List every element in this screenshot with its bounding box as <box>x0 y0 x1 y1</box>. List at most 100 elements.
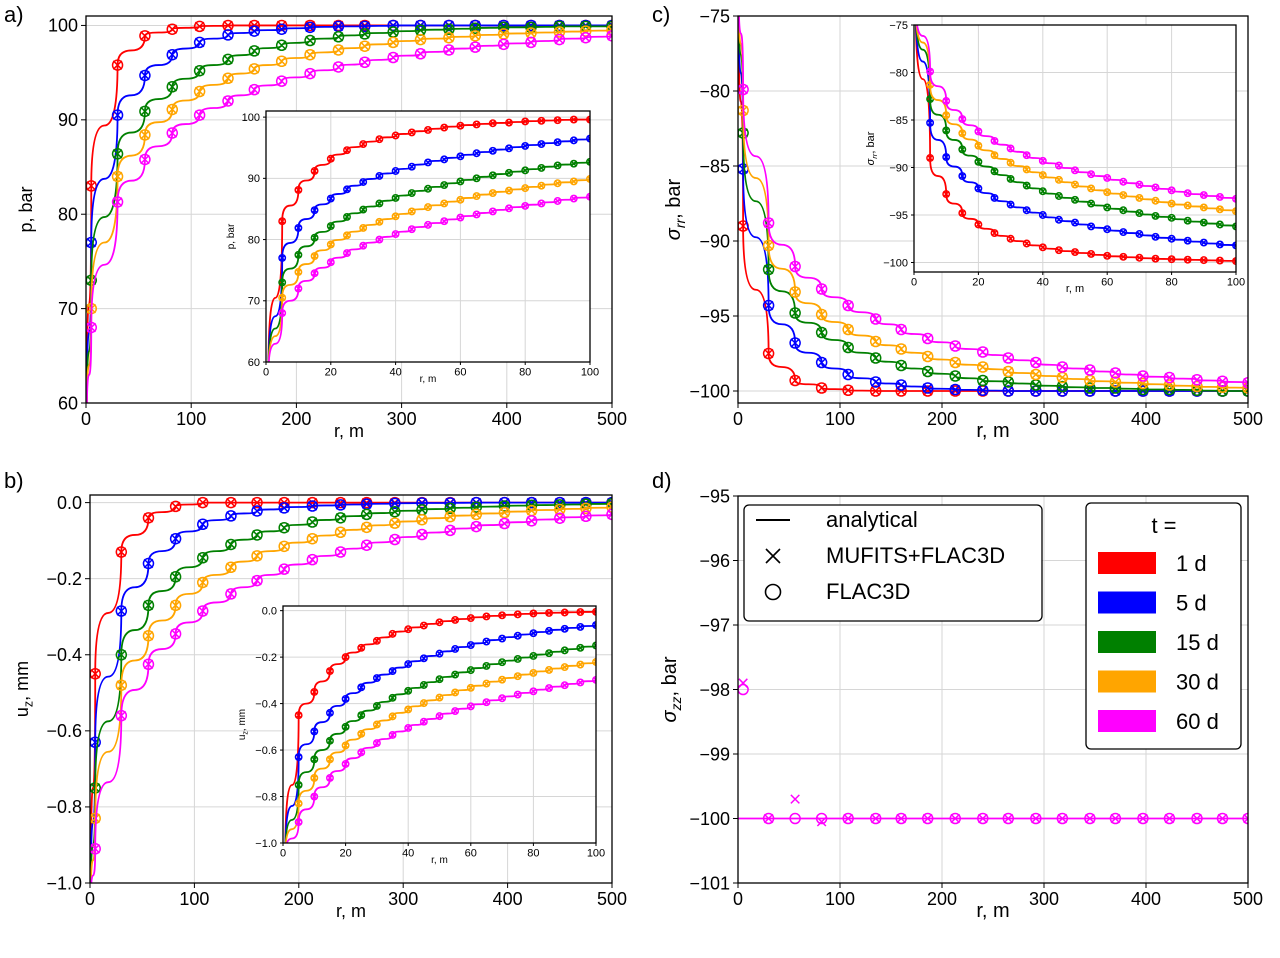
flac3d-marker <box>326 708 334 717</box>
flac3d-marker <box>166 127 179 139</box>
flac3d-marker <box>456 177 465 186</box>
mufits-marker <box>359 206 367 213</box>
flac3d-marker <box>1167 255 1176 264</box>
mufits-marker <box>470 31 481 41</box>
mufits-marker <box>978 375 988 386</box>
y-axis-label: p, bar <box>16 186 36 232</box>
mufits-marker <box>420 655 428 662</box>
flac3d-marker <box>529 687 538 696</box>
mufits-marker <box>444 24 454 34</box>
mufits-marker <box>926 154 934 162</box>
mufits-marker <box>1103 174 1111 182</box>
flac3d-marker <box>921 382 934 394</box>
mufits-marker <box>311 774 318 782</box>
flac3d-marker <box>488 146 497 155</box>
flac3d-marker <box>115 605 128 617</box>
mufits-marker <box>554 34 565 45</box>
data-layer <box>738 16 1248 397</box>
flac3d-marker <box>424 220 432 229</box>
flac3d-marker <box>1216 812 1229 825</box>
flac3d-marker <box>1109 812 1122 825</box>
mufits-marker <box>1184 202 1191 209</box>
flac3d-marker <box>1006 174 1015 183</box>
time-legend-title: t = <box>1151 513 1176 538</box>
flac3d-marker <box>505 204 513 213</box>
flac3d-marker <box>921 350 934 363</box>
mufits-marker <box>1085 365 1095 375</box>
mufits-marker <box>530 652 537 660</box>
y-tick-label: −95 <box>699 306 730 326</box>
y-tick-label: −0.8 <box>46 797 82 817</box>
flac3d-marker <box>111 170 124 183</box>
mufits-marker <box>404 706 412 713</box>
flac3d-marker <box>278 563 290 575</box>
flac3d-marker <box>545 626 553 635</box>
mufits-marker <box>538 164 545 172</box>
y-tick-label: 90 <box>58 110 78 130</box>
flac3d-marker <box>435 712 444 721</box>
flac3d-marker <box>404 660 413 669</box>
flac3d-marker <box>553 33 566 46</box>
mufits-marker <box>86 322 97 333</box>
mufits-marker <box>483 638 490 645</box>
mufits-marker <box>376 218 383 226</box>
flac3d-marker <box>580 502 592 515</box>
mufits-marker <box>1057 362 1068 372</box>
flac3d-marker <box>1137 370 1149 382</box>
mufits-marker <box>467 703 475 710</box>
flac3d-marker <box>1038 171 1047 180</box>
mufits-marker <box>170 501 181 512</box>
mufits-marker <box>278 309 286 317</box>
mufits-marker <box>790 261 800 272</box>
flac3d-marker <box>553 161 562 170</box>
flac3d-marker <box>895 379 907 391</box>
mufits-marker <box>1103 225 1111 233</box>
axes-frame <box>85 15 613 404</box>
flac3d-marker <box>1163 812 1176 825</box>
flac3d-marker <box>1232 241 1236 250</box>
mufits-marker <box>975 128 982 135</box>
flac3d-marker <box>1056 812 1069 825</box>
mufits-marker <box>295 251 302 259</box>
mufits-marker <box>763 240 774 251</box>
flac3d-marker <box>304 48 316 61</box>
flac3d-marker <box>560 681 569 690</box>
flac3d-marker <box>560 663 569 672</box>
flac3d-marker <box>488 207 497 216</box>
flac3d-marker <box>1215 220 1224 229</box>
mufits-marker <box>554 162 561 169</box>
flac3d-marker <box>505 186 513 195</box>
mufits-marker <box>278 254 286 262</box>
flac3d-marker <box>197 552 209 564</box>
axes-frame <box>737 15 1249 404</box>
x-tick-label: 0 <box>911 276 917 288</box>
flac3d-marker <box>942 190 951 199</box>
flac3d-marker <box>1232 194 1236 203</box>
flac3d-marker <box>451 615 460 624</box>
axes-frame <box>265 110 591 363</box>
mufits-marker <box>870 377 881 387</box>
flac3d-marker <box>275 39 288 52</box>
mufits-marker <box>440 200 448 207</box>
flac3d-marker <box>1054 192 1063 200</box>
axes-frame <box>913 24 1237 273</box>
mufits-marker <box>140 70 150 81</box>
series-30d <box>86 24 612 403</box>
mufits-marker <box>143 513 154 523</box>
mufits-marker <box>342 742 349 749</box>
flac3d-marker <box>306 532 319 545</box>
mufits-marker <box>373 637 381 645</box>
mufits-marker <box>376 236 383 243</box>
mufits-marker <box>451 616 459 624</box>
mufits-marker <box>276 76 287 86</box>
flac3d-marker <box>1071 218 1079 227</box>
flac3d-marker <box>990 167 999 176</box>
mufits-marker <box>404 660 412 668</box>
flac3d-marker <box>169 599 182 612</box>
flac3d-marker <box>142 557 155 570</box>
flac3d-marker <box>169 571 182 583</box>
mufits-marker <box>1200 219 1208 226</box>
mufits-marker <box>342 723 349 731</box>
mufits-marker <box>959 115 966 123</box>
flac3d-marker <box>762 239 775 252</box>
